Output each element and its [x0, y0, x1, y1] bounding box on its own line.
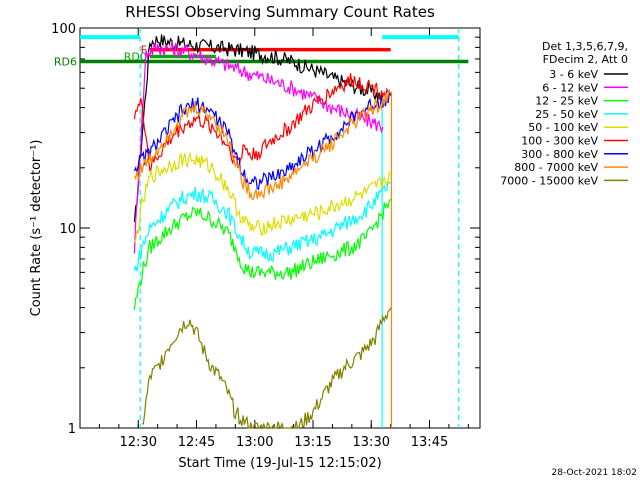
legend-header: Det 1,3,5,6,7,9, [542, 40, 628, 53]
legend-entry-label: 100 - 300 keV [521, 135, 598, 148]
series-line [133, 41, 384, 254]
x-tick-label: 13:00 [236, 435, 273, 450]
legend-header: FDecim 2, Att 0 [543, 53, 628, 66]
series-line [133, 88, 392, 200]
legend-entry-label: 3 - 6 keV [549, 68, 598, 81]
series-line [133, 151, 391, 243]
x-axis-label: Start Time (19-Jul-15 12:15:02) [178, 456, 381, 471]
series-line [133, 90, 392, 190]
flag-label: RD6 [54, 55, 77, 68]
chart-title: RHESSI Observing Summary Count Rates [125, 3, 435, 21]
legend-entry-label: 50 - 100 keV [528, 121, 598, 134]
legend-entry-label: 12 - 25 keV [535, 95, 598, 108]
y-tick-label: 10 [59, 222, 76, 237]
y-tick-label: 100 [51, 22, 76, 37]
x-tick-label: 12:45 [178, 435, 215, 450]
series-line [133, 73, 392, 172]
legend-entry-label: 25 - 50 keV [535, 108, 598, 121]
y-tick-label: 1 [68, 422, 76, 437]
legend: Det 1,3,5,6,7,9,FDecim 2, Att 0 3 - 6 keV… [500, 40, 628, 187]
y-axis-label: Count Rate (s⁻¹ detector⁻¹) [29, 140, 44, 317]
series-line [133, 181, 392, 272]
x-tick-label: 13:45 [411, 435, 448, 450]
flag-label: F [141, 44, 147, 57]
legend-entry-label: 800 - 7000 keV [514, 161, 598, 174]
x-tick-label: 13:15 [294, 435, 331, 450]
axis-ticks: 12:30 12:45 13:00 13:15 13:30 13:45 1 10 100 [51, 22, 480, 450]
series-line [142, 307, 392, 430]
legend-entry-label: 6 - 12 keV [542, 81, 598, 94]
footer-timestamp: 28-Oct-2021 18:02 [552, 468, 637, 478]
legend-entry-label: 7000 - 15000 keV [500, 174, 598, 187]
legend-entry-label: 300 - 800 keV [521, 148, 598, 161]
x-tick-label: 12:30 [120, 435, 157, 450]
series-line [133, 198, 392, 310]
x-tick-label: 13:30 [353, 435, 390, 450]
